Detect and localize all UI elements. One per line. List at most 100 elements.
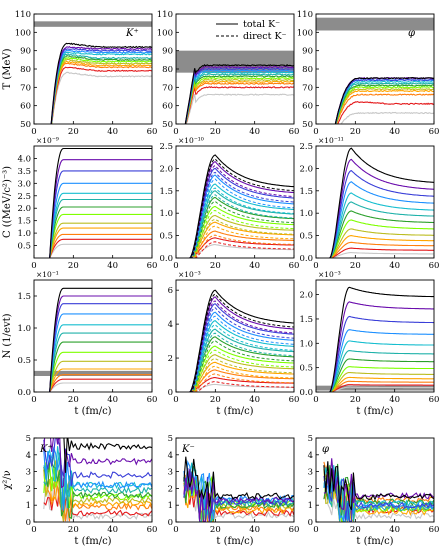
series-direct-line-8 (189, 349, 294, 392)
series-line-3 (49, 170, 152, 258)
series-line-4 (189, 311, 294, 392)
panel-yield_c-2: 0 20 40 60 0.0 0.5 1.0 1.5 2.0 2.5 ×10⁻¹⁰ (159, 136, 299, 271)
series-line-11 (185, 82, 294, 124)
x-axis-label: t (fm/c) (356, 406, 393, 417)
series-line-5 (49, 324, 152, 392)
series-group (184, 63, 294, 124)
panel-temperature-3: 0 20 40 60 50 60 70 80 90 100 110 φ (297, 10, 439, 137)
panel-yield_n-2: 0 20 40 60 0 2 4 6 ×10⁻³ t (fm/c) (168, 270, 300, 417)
y-tick-label: 0 (168, 388, 173, 398)
x-tick-label: 40 (107, 127, 118, 137)
axis-multiplier: ×10⁻³ (178, 270, 201, 279)
series-line-5 (189, 320, 294, 392)
series-line-11 (51, 62, 152, 124)
series-line-3 (184, 67, 294, 124)
x-tick-label: 60 (429, 525, 439, 535)
x-tick-label: 40 (249, 127, 260, 137)
series-line-9 (329, 228, 434, 258)
series-direct-line-9 (189, 218, 294, 258)
y-tick-label: 2.0 (159, 164, 173, 174)
series-direct-line-8 (189, 209, 294, 258)
plot-frame (315, 145, 435, 259)
series-line-5 (329, 340, 434, 392)
series-line-13 (189, 244, 294, 258)
series-line-1 (189, 289, 294, 392)
series-direct-line-10 (189, 225, 294, 258)
series-line-11 (336, 93, 434, 124)
y-tick-label: 2.0 (299, 164, 313, 174)
series-line-3 (329, 315, 434, 392)
x-tick-label: 40 (389, 395, 400, 405)
series-line-12 (329, 247, 434, 258)
series-line-3 (329, 169, 434, 258)
y-tick-label: 2.5 (299, 142, 313, 152)
panel-yield_n-3: 0 20 40 60 0.0 0.5 1.0 1.5 2.0 ×10⁻³ t (fm/c) (299, 270, 439, 417)
shaded-band (34, 21, 152, 27)
y-tick-label: 0.5 (299, 364, 313, 374)
series-line-10 (329, 376, 434, 392)
y-tick-label: 2 (308, 484, 313, 494)
panel-chi2-3: 0 20 40 60 0 1 2 3 4 5φ t (fm/c) (308, 434, 439, 547)
series-line-12 (49, 378, 152, 392)
series-line-11 (329, 241, 434, 258)
series-line-12 (189, 237, 294, 258)
y-tick-label: 70 (162, 83, 173, 93)
shaded-band (316, 385, 434, 391)
series-line-6 (189, 328, 294, 392)
series-direct-line-10 (189, 365, 294, 392)
x-tick-label: 60 (429, 395, 439, 405)
y-tick-label: 2 (168, 484, 173, 494)
x-tick-label: 0 (31, 127, 36, 137)
panel-chi2-1: 0 20 40 60 0 1 2 3 4 5 K⁺ t (fm/c) (26, 434, 158, 547)
series-line-8 (50, 57, 152, 124)
series-line-7 (335, 84, 434, 124)
y-tick-label: 100 (157, 28, 173, 38)
series-direct-line-11 (189, 373, 294, 392)
series-direct-line-6 (189, 332, 294, 392)
series-line-7 (49, 341, 152, 392)
series-line-4 (184, 69, 294, 124)
series-line-10 (49, 227, 152, 258)
series-line-3 (43, 438, 152, 487)
y-tick-label: 3 (168, 468, 173, 478)
y-tick-label: 60 (302, 102, 313, 112)
series-line-3 (50, 48, 152, 124)
series-line-5 (189, 183, 294, 258)
x-tick-label: 60 (147, 261, 158, 271)
y-tick-label: 0.5 (17, 242, 31, 252)
series-direct-line-6 (189, 194, 294, 258)
series-line-10 (50, 60, 152, 124)
series-line-5 (184, 71, 294, 124)
series-line-1 (329, 147, 434, 258)
series-line-8 (49, 351, 152, 392)
y-tick-label: 0.5 (299, 232, 313, 242)
series-direct-line-5 (189, 324, 294, 392)
series-line-2 (49, 159, 152, 258)
y-tick-label: 2 (26, 484, 31, 494)
series-line-8 (49, 213, 152, 258)
plot-frame (315, 279, 435, 393)
series-line-13 (340, 111, 434, 124)
y-axis-label: N (1/evt) (2, 313, 13, 358)
y-tick-label: 3.5 (17, 167, 31, 177)
x-tick-label: 20 (350, 261, 361, 271)
series-line-12 (185, 86, 294, 124)
y-tick-label: 2.5 (159, 142, 173, 152)
series-direct-line-5 (189, 187, 294, 258)
series-line-3 (189, 303, 294, 392)
series-line-7 (50, 55, 152, 124)
y-tick-label: 60 (162, 102, 173, 112)
x-tick-label: 0 (313, 261, 318, 271)
legend-label: total K⁻ (243, 19, 280, 30)
series-line-2 (329, 301, 434, 392)
series-line-9 (189, 214, 294, 258)
series-line-1 (49, 147, 152, 258)
series-line-10 (335, 89, 434, 124)
shaded-band (316, 17, 434, 31)
panel-yield_c-3: 0 20 40 60 0.0 0.5 1.0 1.5 2.0 2.5 ×10⁻¹¹ (299, 136, 439, 271)
y-tick-label: 1.0 (17, 324, 31, 334)
y-tick-label: 1.5 (299, 187, 313, 197)
series-line-2 (329, 158, 434, 258)
x-tick-label: 20 (210, 261, 221, 271)
